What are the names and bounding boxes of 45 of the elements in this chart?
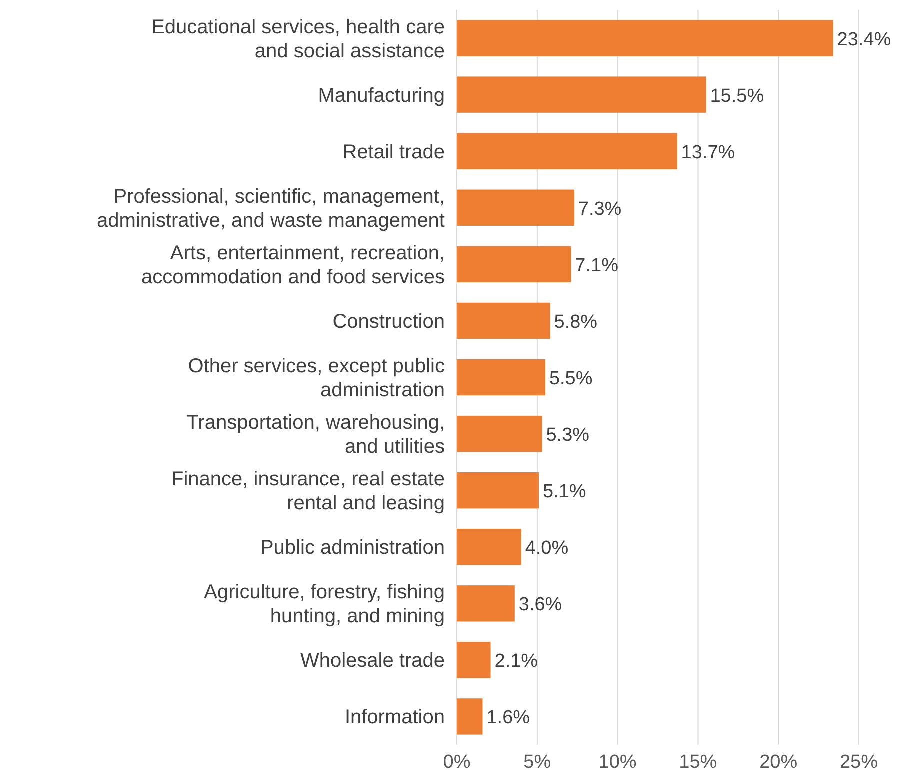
data-label: 4.0%: [525, 538, 569, 560]
bar: [457, 642, 491, 678]
data-label: 1.6%: [486, 708, 530, 729]
y-tick-label: Construction: [332, 310, 445, 333]
data-label: 13.7%: [681, 142, 736, 164]
bar: [457, 529, 522, 566]
data-label: 5.5%: [549, 368, 593, 390]
x-tick-label: 5%: [524, 752, 552, 770]
bar: [457, 359, 546, 396]
data-label: 5.3%: [546, 425, 590, 446]
y-tick-label: Educational services, health care and social assistance: [152, 16, 445, 62]
data-label: 7.1%: [575, 255, 619, 276]
x-tick-label: 10%: [598, 752, 637, 770]
y-tick-label: Information: [344, 706, 445, 729]
data-label: 5.1%: [543, 482, 586, 503]
bar: [457, 20, 834, 56]
bar: [457, 302, 550, 340]
bar: [457, 472, 540, 509]
data-label: 23.4%: [837, 29, 892, 50]
x-tick-label: 20%: [760, 752, 798, 770]
y-tick-label: Manufacturing: [318, 84, 445, 107]
y-tick-label: Agriculture, forestry, fishing hunting, and mining: [204, 582, 445, 628]
data-label: 2.1%: [494, 651, 538, 672]
y-tick-label: Public administration: [260, 537, 445, 560]
y-tick-label: Other services, except public administration: [188, 356, 445, 402]
x-tick-label: 25%: [840, 752, 878, 770]
x-tick-label: 15%: [679, 752, 718, 770]
bar: [457, 133, 678, 170]
y-tick-label: Finance, insurance, real estate rental and leasing: [172, 468, 445, 515]
x-tick-label: 0%: [443, 752, 471, 770]
y-tick-label: Transportation, warehousing, and utilities: [186, 412, 445, 458]
data-label: 15.5%: [710, 86, 764, 107]
bar: [457, 416, 542, 452]
bar: [457, 246, 572, 283]
bar: [457, 190, 574, 226]
data-label: 7.3%: [578, 198, 622, 220]
y-tick-label: Wholesale trade: [300, 650, 445, 672]
y-tick-label: Arts, entertainment, recreation, accommodation and food services: [142, 242, 445, 288]
y-tick-label: Professional, scientific, management, administrative, and waste management: [97, 186, 446, 232]
y-tick-label: Retail trade: [342, 141, 445, 164]
data-label: 5.8%: [554, 312, 598, 333]
bar: [457, 76, 706, 113]
bar: [457, 698, 483, 735]
bar: [457, 586, 515, 622]
data-label: 3.6%: [518, 594, 562, 616]
